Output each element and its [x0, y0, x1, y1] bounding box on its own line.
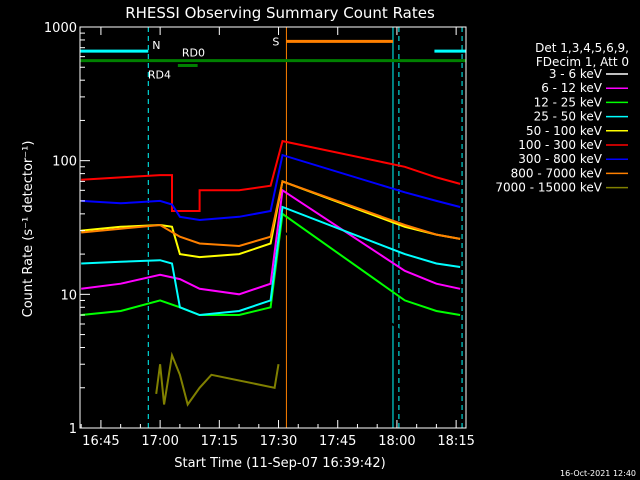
y-tick-label-2: 100	[52, 155, 77, 170]
y-tick-label-0: 1	[69, 422, 77, 437]
y-tick-label-3: 1000	[44, 21, 77, 36]
plot-area: N S RD0 RD4 1 10 100 1000 16:45 17:00 17:15 17:30 17…	[44, 21, 628, 449]
legend-label-8: 7000 - 15000 keV	[495, 181, 602, 195]
series-line-8	[155, 351, 280, 407]
legend-label-3: 25 - 50 keV	[534, 110, 603, 124]
y-tick-label-1: 10	[60, 288, 77, 303]
series-line-1	[81, 188, 461, 296]
legend-label-0: 3 - 6 keV	[549, 67, 603, 81]
state-bar-label-1: RD4	[148, 69, 171, 82]
legend-label-4: 50 - 100 keV	[526, 124, 603, 138]
saa-bar-label: S	[272, 35, 279, 48]
y-axis-label: Count Rate (s⁻¹ detector⁻¹)	[21, 141, 36, 318]
series-line-3	[81, 205, 461, 317]
x-axis-label: Start Time (11-Sep-07 16:39:42)	[174, 456, 385, 471]
legend-label-6: 300 - 800 keV	[518, 152, 602, 166]
timestamp: 16-Oct-2021 12:40	[560, 469, 636, 478]
legend-label-2: 12 - 25 keV	[534, 95, 603, 109]
legend-header-line-2: FDecim 1, Att 0	[536, 55, 629, 69]
state-bar-label-0: RD0	[182, 47, 205, 60]
legend-label-1: 6 - 12 keV	[541, 81, 603, 95]
x-tick-label-1: 17:00	[141, 434, 178, 449]
series-line-0	[81, 228, 461, 342]
x-tick-label-3: 17:30	[260, 434, 297, 449]
chart-title: RHESSI Observing Summary Count Rates	[125, 4, 435, 22]
x-tick-label-0: 16:45	[82, 434, 119, 449]
series-line-6	[81, 153, 461, 222]
series-line-2	[81, 212, 461, 316]
legend-label-7: 800 - 7000 keV	[511, 166, 603, 180]
x-tick-label-6: 18:15	[437, 434, 474, 449]
night-bar-label-0: N	[152, 39, 160, 52]
legend-header-line-1: Det 1,3,4,5,6,9,	[535, 41, 629, 55]
x-tick-label-4: 17:45	[319, 434, 356, 449]
series-line-7	[81, 180, 461, 248]
series-line-5	[81, 139, 461, 212]
plot-frame	[79, 26, 467, 429]
x-tick-label-2: 17:15	[201, 434, 238, 449]
x-tick-label-5: 18:00	[378, 434, 415, 449]
legend-label-5: 100 - 300 keV	[518, 138, 602, 152]
